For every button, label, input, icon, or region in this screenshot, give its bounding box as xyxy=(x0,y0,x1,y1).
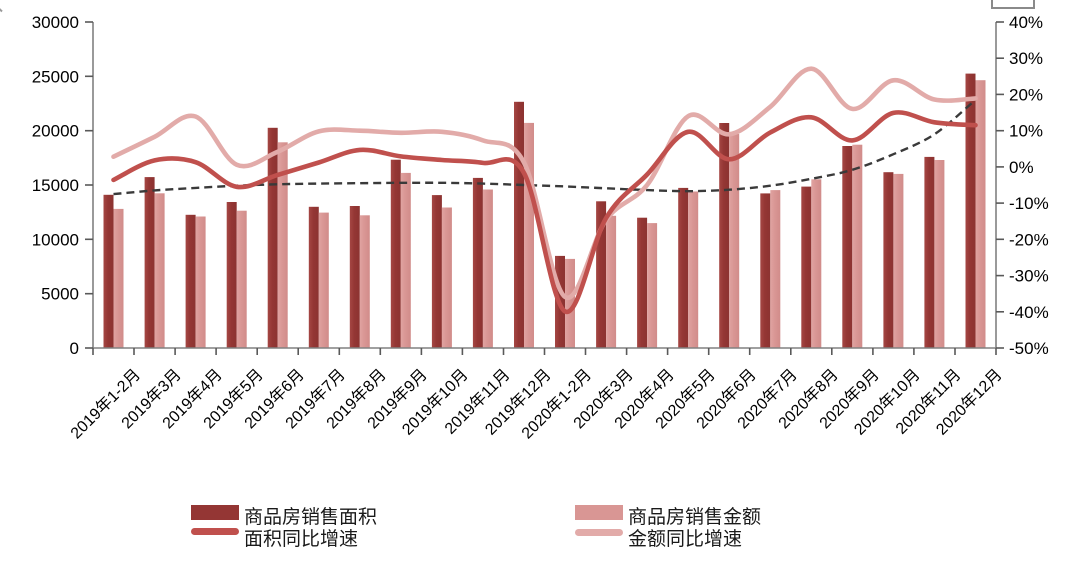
sales-amount-bar xyxy=(811,179,822,348)
sales-amount-bar xyxy=(277,142,288,348)
sales-area-bar xyxy=(185,214,196,348)
sales-amount-bar xyxy=(441,207,452,348)
sales-amount-bar xyxy=(729,133,740,348)
sales-amount-bar xyxy=(770,190,781,348)
y-axis-right-label: -10% xyxy=(1009,194,1049,213)
sales-area-bar xyxy=(842,146,853,348)
sales-amount-bar xyxy=(359,215,370,348)
sales-area-bar xyxy=(226,202,237,348)
y-axis-left-label: 0 xyxy=(70,339,79,358)
sales-amount-bar xyxy=(400,172,411,348)
y-axis-left-label: 5000 xyxy=(41,285,79,304)
y-axis-left-label: 30000 xyxy=(32,13,79,32)
sales-area-bar xyxy=(144,177,155,348)
sales-amount-bar xyxy=(975,80,986,348)
y-axis-right-label: 0% xyxy=(1009,158,1034,177)
y-axis-left-label: 10000 xyxy=(32,230,79,249)
y-axis-right-label: -40% xyxy=(1009,303,1049,322)
legend-label-sales-area: 商品房销售面积 xyxy=(244,507,378,528)
sales-area-bar xyxy=(637,217,648,348)
sales-amount-bar xyxy=(565,258,575,348)
y-axis-right-label: -20% xyxy=(1009,230,1049,249)
y-axis-right-label: -50% xyxy=(1009,339,1049,358)
legend-label-sales-amount: 商品房销售金额 xyxy=(628,507,762,528)
cropped-artifact-top-right xyxy=(991,0,1035,9)
sales-area-bar xyxy=(514,101,524,348)
y-axis-right-label: 20% xyxy=(1009,85,1043,104)
y-axis-left-label: 20000 xyxy=(32,122,79,141)
legend-swatch-area-growth xyxy=(191,528,239,535)
legend-swatch-sales-amount xyxy=(575,505,623,520)
sales-area-bar xyxy=(924,156,935,348)
y-axis-left-label: 25000 xyxy=(32,67,79,86)
sales-amount-bar xyxy=(606,215,617,348)
sales-amount-bar xyxy=(852,144,863,348)
sales-area-bar xyxy=(267,127,278,348)
sales-amount-bar xyxy=(647,223,658,348)
sales-amount-bar xyxy=(934,160,945,348)
y-axis-right-label: 30% xyxy=(1009,49,1043,68)
sales-amount-bar xyxy=(893,173,904,348)
sales-area-bar xyxy=(801,186,812,348)
sales-area-bar xyxy=(719,123,730,348)
sales-amount-bar xyxy=(482,189,493,348)
sales-area-bar xyxy=(883,172,894,348)
sales-amount-bar xyxy=(688,191,699,348)
sales-area-bar xyxy=(431,195,442,348)
y-axis-left-label: 15000 xyxy=(32,176,79,195)
y-axis-right-label: 10% xyxy=(1009,122,1043,141)
legend-label-area-growth: 面积同比增速 xyxy=(244,529,359,550)
sales-area-bar xyxy=(349,206,360,348)
area-growth-line xyxy=(111,110,978,314)
sales-area-bar xyxy=(390,159,401,348)
sales-amount-bar xyxy=(236,210,247,348)
sales-area-bar xyxy=(308,206,319,348)
y-axis-right-label: 40% xyxy=(1009,13,1043,32)
sales-amount-bar xyxy=(154,193,165,348)
legend-label-amount-growth: 金额同比增速 xyxy=(628,529,743,550)
amount-growth-line xyxy=(111,66,978,300)
y-axis-right-label: -30% xyxy=(1009,267,1049,286)
sales-amount-bar xyxy=(195,216,206,348)
sales-area-bar xyxy=(103,194,114,348)
sales-area-bar xyxy=(965,73,976,348)
sales-amount-bar xyxy=(524,122,534,349)
legend-swatch-sales-area xyxy=(191,505,239,520)
sales-area-bar xyxy=(678,187,689,348)
sales-area-bar xyxy=(760,193,771,348)
sales-area-bar xyxy=(596,201,607,348)
sales-amount-bar xyxy=(113,208,124,348)
sales-area-bar xyxy=(472,177,483,348)
sales-amount-bar xyxy=(318,212,329,348)
legend-swatch-amount-growth xyxy=(575,529,623,536)
